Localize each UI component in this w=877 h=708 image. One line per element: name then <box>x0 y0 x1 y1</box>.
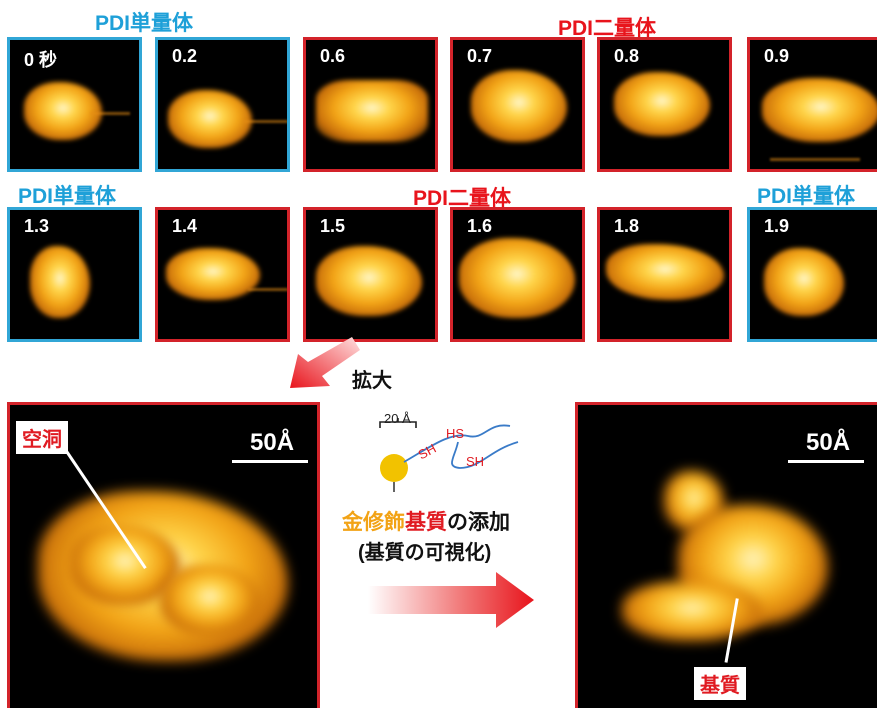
afm-frame-row2-2: 1.4 <box>155 207 290 342</box>
afm-frame-row1-6: 0.9 <box>747 37 877 172</box>
afm-frame-row2-4: 1.6 <box>450 207 585 342</box>
afm-frame-row1-5: 0.8 <box>597 37 732 172</box>
afm-frame-row2-1: 1.3 <box>7 207 142 342</box>
header-monomer-row2-left: PDI単量体 <box>18 185 117 208</box>
time-label: 1.8 <box>614 216 640 236</box>
time-label: 1.5 <box>320 216 346 236</box>
afm-frame-row1-4: 0.7 <box>450 37 585 172</box>
afm-frame-row1-2: 0.2 <box>155 37 290 172</box>
afm-frame-row1-3: 0.6 <box>303 37 438 172</box>
header-monomer-row1: PDI単量体 <box>95 12 194 35</box>
time-label: 1.9 <box>764 216 790 236</box>
time-label: 0.9 <box>764 46 790 66</box>
time-label: 1.6 <box>467 216 493 236</box>
gold-substrate-schematic <box>379 418 519 492</box>
enlarged-panel-left: 50Å 空洞 <box>7 402 320 708</box>
zoom-label: 拡大 <box>352 370 392 392</box>
time-label: 0.8 <box>614 46 640 66</box>
header-monomer-row2-right: PDI単量体 <box>757 185 856 208</box>
enlarged-panel-right: 50Å 基質 <box>575 402 877 708</box>
time-label: 0.7 <box>467 46 493 66</box>
length-label: 20 Å <box>384 411 411 426</box>
cavity-callout: 空洞 <box>16 421 68 454</box>
caption-substrate: 基質 <box>405 511 447 534</box>
caption-line2: (基質の可視化) <box>358 542 492 564</box>
time-label: 0.2 <box>172 46 198 66</box>
scale-bar <box>232 460 308 463</box>
caption-add: の添加 <box>447 511 510 534</box>
afm-frame-row2-3: 1.5 <box>303 207 438 342</box>
scale-bar-label: 50Å <box>250 429 295 456</box>
header-dimer-row2: PDI二量体 <box>413 187 512 210</box>
right-arrow-icon <box>368 572 534 628</box>
time-label: 1.4 <box>172 216 198 236</box>
substrate-callout: 基質 <box>694 667 746 700</box>
afm-frame-row2-6: 1.9 <box>747 207 877 342</box>
zoom-arrow-icon <box>290 337 360 388</box>
time-label: 0 秒 <box>24 50 58 70</box>
sh-label-2: HS <box>446 426 465 441</box>
header-dimer-row1: PDI二量体 <box>558 17 657 40</box>
sh-label-3: SH <box>466 454 485 469</box>
scale-bar-label: 50Å <box>806 429 851 456</box>
time-label: 1.3 <box>24 216 50 236</box>
caption-gold: 金修飾 <box>342 511 405 534</box>
caption-line1: 金修飾基質の添加 <box>342 506 510 536</box>
scale-bar <box>788 460 864 463</box>
afm-frame-row2-5: 1.8 <box>597 207 732 342</box>
time-label: 0.6 <box>320 46 346 66</box>
afm-frame-row1-1: 0 秒 <box>7 37 142 172</box>
